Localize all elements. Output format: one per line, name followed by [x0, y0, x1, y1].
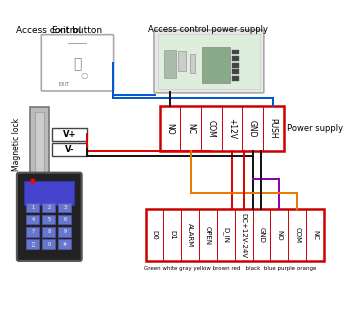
Bar [26, 203, 40, 212]
Circle shape [31, 179, 35, 183]
Text: GND: GND [259, 227, 265, 243]
Bar [26, 215, 40, 224]
Text: 9: 9 [63, 229, 66, 234]
Text: D1: D1 [169, 230, 175, 240]
Text: 8: 8 [47, 229, 50, 234]
Text: 🔒: 🔒 [32, 242, 34, 247]
Bar [42, 239, 55, 249]
Text: D_IN: D_IN [223, 227, 229, 243]
Text: 🔑: 🔑 [73, 58, 81, 72]
Bar [42, 215, 55, 224]
Bar [26, 227, 40, 237]
Text: NC: NC [186, 123, 195, 134]
Bar [58, 227, 71, 237]
FancyBboxPatch shape [154, 30, 264, 93]
Text: NO: NO [166, 123, 174, 134]
Bar [164, 50, 176, 78]
Bar [146, 209, 324, 261]
Text: 3: 3 [63, 205, 66, 210]
Bar [26, 239, 40, 249]
Bar [202, 47, 230, 82]
Bar [232, 69, 239, 74]
Bar [42, 203, 55, 212]
Text: Magnetic lock: Magnetic lock [12, 118, 21, 171]
Bar [232, 50, 239, 54]
Text: PUSH: PUSH [269, 118, 278, 139]
Text: 1: 1 [31, 205, 34, 210]
Text: 4: 4 [31, 217, 34, 222]
Text: EXIT: EXIT [58, 82, 69, 87]
Text: #: # [63, 242, 67, 247]
Text: 5: 5 [47, 217, 50, 222]
Text: 7: 7 [31, 229, 34, 234]
FancyBboxPatch shape [41, 35, 114, 91]
Text: GND: GND [248, 120, 257, 137]
Text: Access control: Access control [16, 26, 82, 36]
Text: ○: ○ [81, 71, 88, 80]
Bar [178, 51, 186, 71]
Bar [232, 56, 239, 61]
Bar [158, 34, 260, 89]
Bar [58, 239, 71, 249]
Text: DC+12V-24V: DC+12V-24V [241, 212, 247, 258]
Bar [190, 54, 195, 73]
Bar [58, 203, 71, 212]
Text: NO: NO [276, 230, 282, 241]
Text: +12V: +12V [228, 118, 236, 139]
Bar [232, 63, 239, 68]
Text: NC: NC [312, 230, 318, 240]
Bar [42, 227, 55, 237]
Bar [52, 128, 87, 141]
Text: OPEN: OPEN [205, 225, 211, 245]
Bar [52, 143, 87, 156]
Bar [30, 107, 49, 182]
Bar [35, 112, 44, 177]
Text: Access control power supply: Access control power supply [148, 25, 268, 35]
Text: Exit button: Exit button [52, 26, 102, 36]
Bar [232, 76, 239, 81]
Text: 2: 2 [47, 205, 50, 210]
Text: Power supply: Power supply [287, 124, 343, 133]
Text: D0: D0 [152, 230, 158, 240]
Text: V-: V- [65, 145, 74, 154]
Text: Green white gray yellow brown red   black  blue purple orange: Green white gray yellow brown red black … [144, 266, 316, 271]
FancyBboxPatch shape [17, 173, 82, 261]
Bar [58, 215, 71, 224]
Bar [25, 181, 74, 205]
Text: COM: COM [207, 120, 216, 137]
Text: V+: V+ [63, 130, 76, 139]
Text: ALARM: ALARM [187, 223, 193, 247]
Text: 6: 6 [63, 217, 66, 222]
Bar [160, 106, 284, 151]
Text: 0: 0 [47, 242, 50, 247]
Text: COM: COM [294, 227, 300, 243]
